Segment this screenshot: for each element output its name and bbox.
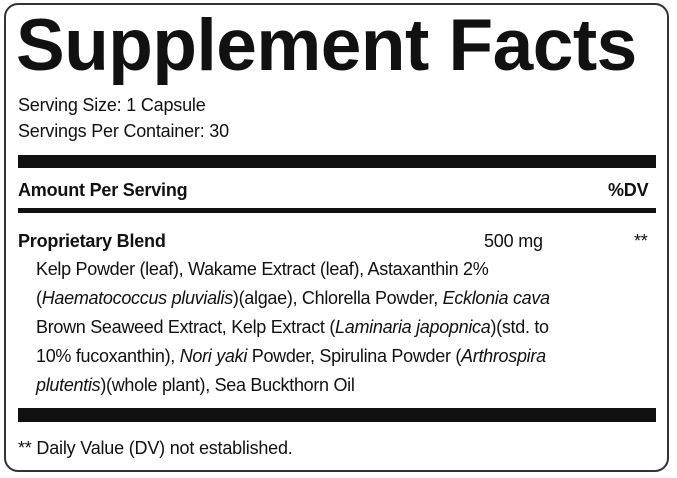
ingredient-line: Kelp Powder (leaf), Wakame Extract (leaf… bbox=[36, 258, 489, 280]
thick-divider-bottom bbox=[18, 408, 656, 422]
ingredient-line: (Haematococcus pluvialis)(algae), Chlore… bbox=[36, 287, 550, 309]
ingredient-text: Powder, Spirulina Powder ( bbox=[247, 346, 462, 366]
ingredient-text: Brown Seaweed Extract, Kelp Extract ( bbox=[36, 317, 336, 337]
ingredient-text: ( bbox=[36, 288, 42, 308]
ingredient-latin-name: plutentis bbox=[36, 375, 101, 395]
ingredient-latin-name: Haematococcus pluvialis bbox=[41, 288, 234, 308]
serving-size: Serving Size: 1 Capsule bbox=[18, 95, 206, 115]
supplement-facts-panel bbox=[4, 3, 669, 472]
ingredient-latin-name: Arthrospira bbox=[461, 346, 546, 366]
dv-label: %DV bbox=[608, 180, 649, 200]
ingredient-text: )(std. to bbox=[490, 317, 549, 337]
footnote: ** Daily Value (DV) not established. bbox=[18, 438, 293, 458]
ingredient-line: 10% fucoxanthin), Nori yaki Powder, Spir… bbox=[36, 345, 546, 367]
ingredient-text: Kelp Powder (leaf), Wakame Extract (leaf… bbox=[36, 259, 489, 279]
ingredient-latin-name: Laminaria japopnica bbox=[335, 317, 491, 337]
amount-per-serving-label: Amount Per Serving bbox=[18, 180, 188, 200]
servings-per-container: Servings Per Container: 30 bbox=[18, 121, 229, 141]
medium-divider bbox=[18, 208, 656, 213]
thick-divider bbox=[18, 155, 656, 168]
ingredient-text: 10% fucoxanthin), bbox=[36, 346, 180, 366]
blend-amount: 500 mg bbox=[484, 231, 543, 251]
ingredient-text: )(whole plant), Sea Buckthorn Oil bbox=[100, 375, 355, 395]
blend-dv: ** bbox=[634, 231, 648, 251]
ingredient-line: plutentis)(whole plant), Sea Buckthorn O… bbox=[36, 374, 355, 396]
ingredient-latin-name: Nori yaki bbox=[179, 346, 248, 366]
ingredient-text: )(algae), Chlorella Powder, bbox=[232, 288, 443, 308]
ingredient-latin-name: Ecklonia cava bbox=[442, 288, 550, 308]
blend-name: Proprietary Blend bbox=[18, 231, 166, 251]
ingredient-line: Brown Seaweed Extract, Kelp Extract (Lam… bbox=[36, 316, 549, 338]
label-title: Supplement Facts bbox=[16, 5, 637, 86]
